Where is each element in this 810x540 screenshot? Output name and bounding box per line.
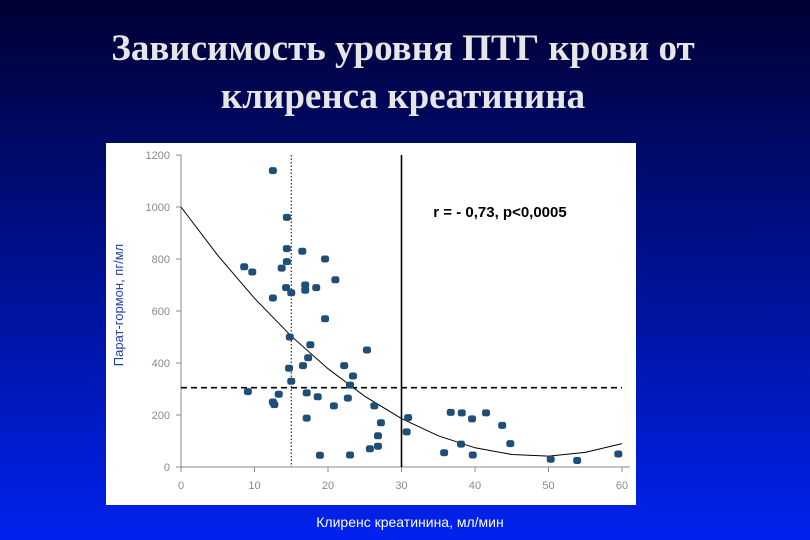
data-point (287, 377, 296, 385)
data-point (573, 457, 582, 464)
data-point (282, 258, 291, 266)
data-point (346, 451, 355, 459)
data-point (287, 289, 296, 297)
data-point (446, 408, 455, 416)
data-point (329, 402, 338, 410)
data-point (440, 449, 449, 457)
data-point (373, 442, 382, 450)
data-point (274, 390, 283, 398)
data-point (312, 284, 321, 292)
data-point (468, 451, 477, 459)
data-point (370, 402, 379, 410)
data-point (277, 264, 286, 272)
x-tick-label: 50 (542, 480, 554, 492)
x-tick-label: 60 (616, 480, 628, 492)
data-point (346, 381, 355, 389)
data-point (404, 414, 413, 422)
data-point (248, 268, 257, 276)
data-point (315, 451, 324, 459)
data-point (302, 414, 311, 422)
data-point (482, 409, 491, 417)
data-point (498, 421, 507, 429)
data-point (614, 450, 623, 458)
y-tick-label: 0 (164, 462, 170, 474)
data-point (268, 294, 277, 302)
data-point (268, 167, 277, 175)
y-tick-label: 1200 (146, 150, 170, 162)
y-tick-label: 400 (152, 358, 170, 370)
x-tick-label: 30 (395, 480, 407, 492)
data-point (285, 364, 294, 372)
data-point (282, 213, 291, 221)
data-point (282, 284, 291, 292)
data-point (402, 428, 411, 436)
data-point (306, 341, 315, 349)
title-line: клиренса креатинина (221, 76, 585, 117)
data-point (299, 362, 308, 370)
data-point (457, 409, 466, 417)
x-tick-label: 20 (322, 480, 334, 492)
data-point (321, 315, 330, 323)
y-axis-label: Парат-гормон, пг/мл (111, 244, 126, 366)
data-point (313, 393, 322, 401)
data-point (304, 354, 313, 362)
data-point (301, 281, 310, 289)
data-point (348, 372, 357, 380)
data-point (343, 394, 352, 402)
x-tick-label: 0 (178, 480, 184, 492)
data-point (285, 333, 294, 341)
x-tick-label: 10 (248, 480, 260, 492)
data-point (362, 346, 371, 354)
data-point (321, 255, 330, 263)
data-point (340, 362, 349, 370)
y-tick-label: 800 (152, 254, 170, 266)
y-tick-label: 200 (152, 410, 170, 422)
data-point (270, 401, 279, 409)
plot-panel (106, 143, 636, 505)
data-point (331, 276, 340, 284)
data-point (365, 445, 374, 453)
y-tick-label: 600 (152, 306, 170, 318)
data-point (376, 419, 385, 427)
data-point (506, 440, 515, 448)
data-point (457, 440, 466, 448)
annotation: r = - 0,73, p<0,0005 (433, 204, 566, 221)
title-line: Зависимость уровня ПТГ крови от (111, 28, 694, 69)
data-point (282, 245, 291, 253)
data-point (240, 263, 249, 271)
x-tick-label: 40 (469, 480, 481, 492)
x-axis-label: Клиренс креатинина, мл/мин (316, 514, 503, 530)
data-point (546, 455, 555, 463)
data-point (243, 388, 252, 396)
data-point (468, 415, 477, 423)
y-tick-label: 1000 (146, 202, 170, 214)
data-point (373, 432, 382, 440)
data-point (302, 389, 311, 397)
data-point (298, 247, 307, 255)
data-point (301, 286, 310, 294)
